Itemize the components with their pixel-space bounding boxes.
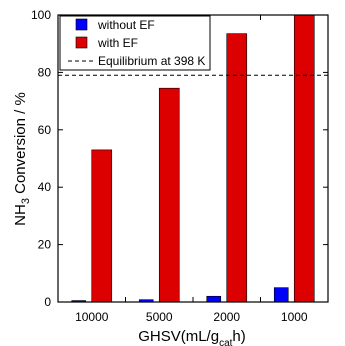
x-tick-label: 5000 xyxy=(146,310,173,324)
legend-label-equilibrium: Equilibrium at 398 K xyxy=(98,54,205,68)
y-axis-title-subscript: 3 xyxy=(20,198,32,204)
bar-with-ef xyxy=(226,33,248,303)
x-axis-title-main: GHSV(mL/g xyxy=(138,328,219,345)
bar-with-ef xyxy=(293,14,315,303)
x-axis-title-end: h) xyxy=(232,328,245,345)
y-tick-label: 60 xyxy=(38,123,52,137)
y-axis-title: NH3 Conversion / % xyxy=(12,92,32,226)
plot-area-frame xyxy=(57,14,329,303)
y-axis-title-end: Conversion / % xyxy=(12,92,29,198)
x-axis-title: GHSV(mL/gcath) xyxy=(138,328,246,346)
x-tick-label: 2000 xyxy=(213,310,240,324)
y-axis-ticks: 0 20 40 60 80 100 xyxy=(31,8,328,309)
legend-swatch-with-ef xyxy=(75,36,88,49)
bar-with-ef xyxy=(91,149,113,303)
y-tick-label: 40 xyxy=(38,180,52,194)
bar-with-ef xyxy=(158,87,180,303)
legend-label-without-ef: without EF xyxy=(97,18,155,32)
y-tick-label: 20 xyxy=(38,238,52,252)
x-axis-ticks: 10000 5000 2000 1000 xyxy=(75,15,308,324)
legend-swatch-without-ef xyxy=(75,18,88,31)
legend-label-with-ef: with EF xyxy=(97,36,138,50)
y-tick-label: 100 xyxy=(31,8,51,22)
bars xyxy=(71,14,315,303)
bar-without-ef xyxy=(206,295,222,303)
y-tick-label: 0 xyxy=(44,295,51,309)
x-axis-title-subscript: cat xyxy=(219,338,233,346)
y-axis-title-main: NH xyxy=(12,204,29,226)
bar-without-ef xyxy=(273,287,289,303)
x-tick-label: 1000 xyxy=(281,310,308,324)
y-tick-label: 80 xyxy=(38,65,52,79)
legend: without EF with EF Equilibrium at 398 K xyxy=(59,15,211,71)
x-tick-label: 10000 xyxy=(75,310,109,324)
